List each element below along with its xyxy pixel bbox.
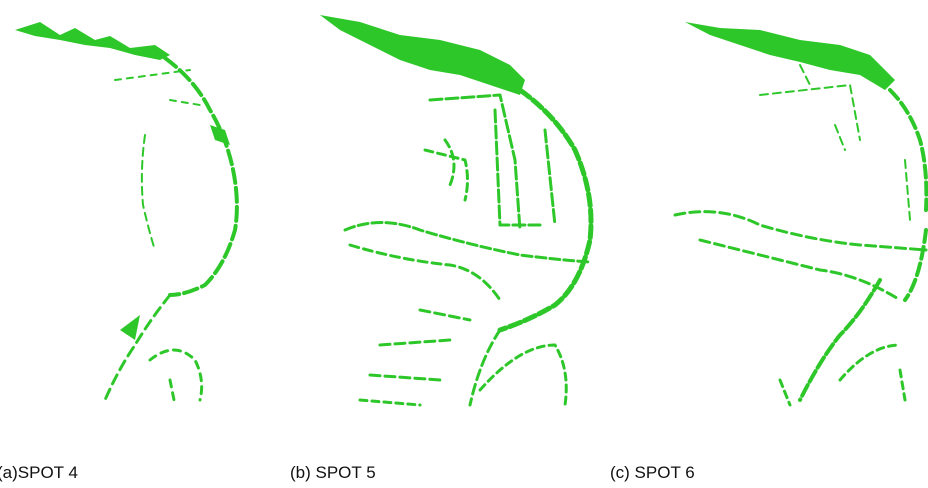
- figure: (a)SPOT 4 (b) SPOT 5 (c) SPOT 6: [0, 0, 928, 488]
- map-b: [320, 15, 591, 405]
- caption: (c) SPOT 6: [610, 463, 695, 483]
- caption: (a)SPOT 4: [0, 463, 78, 483]
- caption: (b) SPOT 5: [290, 463, 376, 483]
- classification-maps: [0, 0, 928, 460]
- map-c: [675, 22, 926, 405]
- map-a: [15, 22, 237, 405]
